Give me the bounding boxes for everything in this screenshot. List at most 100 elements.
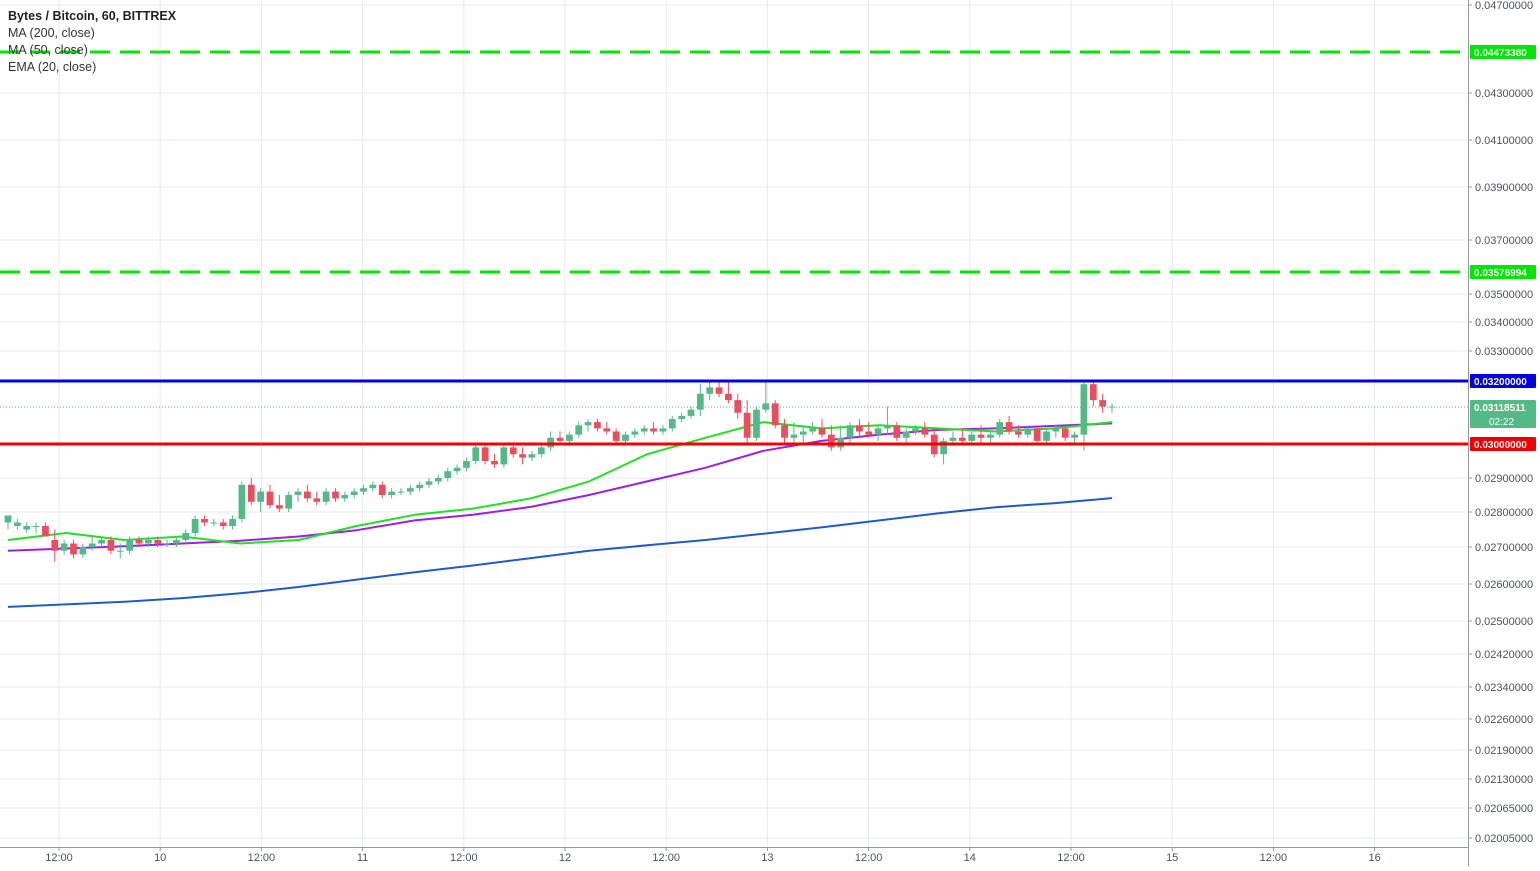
price-tick-label: 0.02190000 xyxy=(1475,745,1533,757)
candle-body xyxy=(360,488,367,492)
time-tick-label: 12:00 xyxy=(1057,852,1085,864)
candle-body xyxy=(1080,384,1088,435)
bar-countdown-label: 02:22 xyxy=(1489,417,1514,428)
candle-body xyxy=(135,540,143,544)
chart-legend: Bytes / Bitcoin, 60, BITTREX MA (200, cl… xyxy=(8,8,176,76)
candlesticks xyxy=(4,381,1116,562)
candle-body xyxy=(575,425,583,435)
price-tick-label: 0.02005000 xyxy=(1475,833,1533,845)
time-tick-label: 12:00 xyxy=(450,852,478,864)
candle-body xyxy=(603,428,611,432)
price-tick-label: 0.02800000 xyxy=(1475,507,1533,519)
price-tick-label: 0.02700000 xyxy=(1475,542,1533,554)
candle-body xyxy=(126,540,133,551)
candle-body xyxy=(865,431,873,435)
price-tick-label: 0.03700000 xyxy=(1475,235,1533,247)
candle-body xyxy=(640,428,648,432)
candle-body xyxy=(687,409,695,416)
candle-body xyxy=(1024,428,1032,435)
candle-body xyxy=(771,403,779,426)
indicator-ema-20[interactable]: EMA (20, close) xyxy=(8,60,97,74)
price-axis[interactable]: 0.04700000 0.04300000 0.04100000 0.03900000… xyxy=(1468,0,1533,866)
candle-body xyxy=(266,491,274,506)
candle-body xyxy=(500,447,508,465)
time-tick-label: 12:00 xyxy=(652,852,680,864)
candle-body xyxy=(921,428,929,435)
candle-body xyxy=(790,434,798,438)
candle-body xyxy=(378,484,386,495)
candle-body xyxy=(678,415,685,420)
indicator-ma-200[interactable]: MA (200, close) xyxy=(8,26,95,40)
time-tick-label: 14 xyxy=(964,852,976,864)
candle-body xyxy=(958,437,966,441)
candle-body xyxy=(509,447,517,455)
candle-body xyxy=(1052,428,1060,432)
candle-body xyxy=(1033,428,1041,441)
price-line-label-box xyxy=(1470,437,1536,451)
symbol-title[interactable]: Bytes / Bitcoin, 60, BITTREX xyxy=(8,9,177,23)
candle-body xyxy=(88,543,96,547)
candle-body xyxy=(874,428,882,435)
candle-body xyxy=(753,409,760,438)
candle-body xyxy=(107,540,115,551)
time-tick-label: 11 xyxy=(357,852,368,864)
candle-body xyxy=(977,434,985,438)
candle-body xyxy=(32,526,40,527)
time-tick-label: 15 xyxy=(1166,852,1178,864)
price-line-label-box xyxy=(1470,264,1536,279)
price-tick-label: 0.02065000 xyxy=(1475,803,1533,815)
price-line-label-box xyxy=(1470,45,1536,59)
candle-body xyxy=(481,447,489,461)
candle-body xyxy=(696,393,704,410)
candle-body xyxy=(369,484,377,489)
candle-body xyxy=(219,522,227,526)
candle-body xyxy=(537,447,545,455)
price-line-label: 0.03000000 xyxy=(1474,440,1527,451)
candle-body xyxy=(940,440,947,455)
time-tick-label: 12:00 xyxy=(248,852,276,864)
time-tick-label: 12:00 xyxy=(1260,852,1288,864)
candle-body xyxy=(406,488,414,492)
indicator-ma-50[interactable]: MA (50, close) xyxy=(8,43,88,57)
candle-body xyxy=(968,434,976,441)
candle-body xyxy=(416,484,424,489)
candle-body xyxy=(659,428,667,432)
candle-body xyxy=(622,434,629,441)
candle-body xyxy=(584,422,592,426)
candle-body xyxy=(846,425,854,438)
candle-body xyxy=(435,478,442,482)
price-tick-label: 0.02500000 xyxy=(1475,616,1533,628)
candle-body xyxy=(818,428,826,435)
candle-body xyxy=(116,550,124,552)
candle-body xyxy=(13,522,21,526)
horizontal-price-lines[interactable]: 0.04473380 0.03576994 0.03200000 0.03000000… xyxy=(0,45,1536,451)
candle-body xyxy=(463,461,470,468)
candle-body xyxy=(453,467,461,472)
price-tick-label: 0.02260000 xyxy=(1475,714,1533,726)
candle-body xyxy=(715,387,723,394)
price-tick-label: 0.03400000 xyxy=(1475,317,1533,329)
candle-body xyxy=(1005,422,1013,432)
ema-20-line xyxy=(7,421,1113,545)
candle-body xyxy=(210,522,218,524)
candle-body xyxy=(734,400,742,413)
candle-body xyxy=(257,491,264,502)
price-line-label: 0.03200000 xyxy=(1474,377,1527,388)
candle-body xyxy=(4,515,12,523)
candle-body xyxy=(668,419,676,429)
candle-body xyxy=(565,434,573,441)
candle-body xyxy=(388,491,395,495)
candle-body xyxy=(1061,428,1069,438)
candle-body xyxy=(631,431,639,435)
price-tick-label: 0.02420000 xyxy=(1475,649,1533,661)
price-line-label: 0.04473380 xyxy=(1474,48,1527,59)
candle-body xyxy=(350,491,358,495)
price-line-label: 0.03576994 xyxy=(1474,268,1527,279)
candle-body xyxy=(1015,431,1022,435)
price-tick-label: 0.03300000 xyxy=(1475,346,1533,358)
candle-body xyxy=(902,431,910,438)
candle-body xyxy=(827,434,835,448)
time-axis[interactable]: 12:00 10 12:00 11 12:00 12 12:00 13 12:00 14 12:00… xyxy=(0,847,1468,864)
